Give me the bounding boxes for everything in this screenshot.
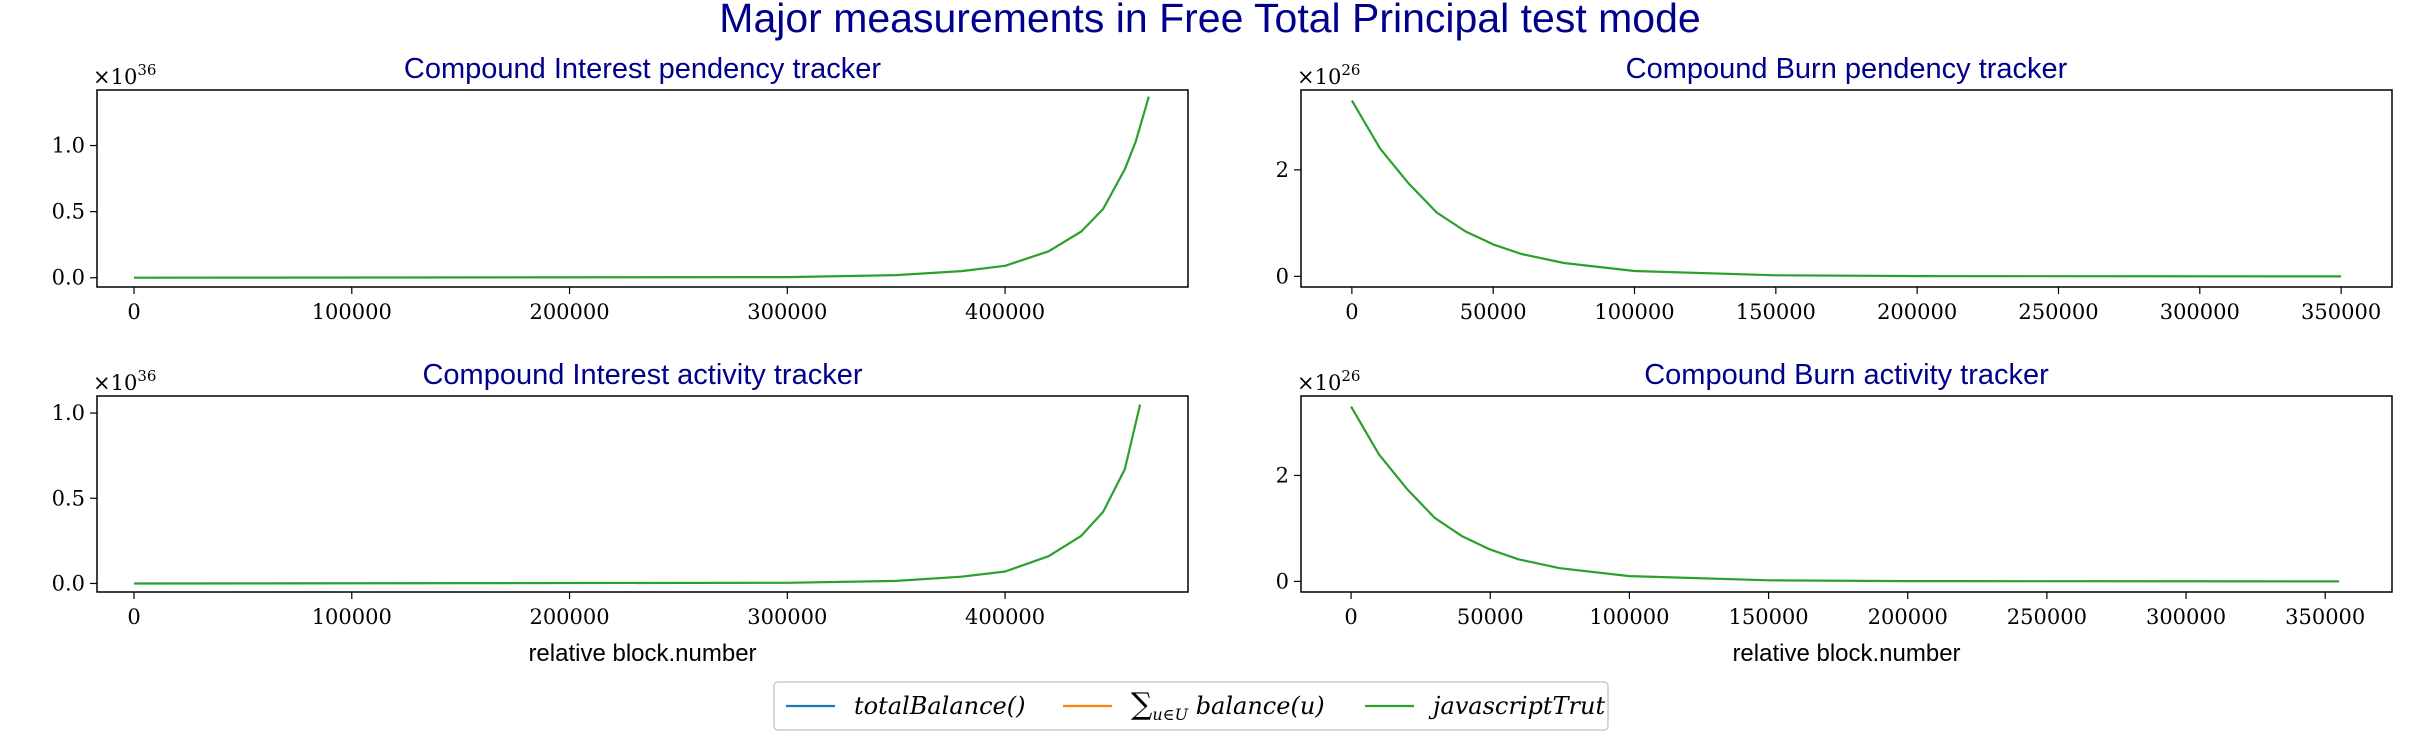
x-tick-label: 150000 bbox=[1736, 300, 1816, 324]
series-line-3 bbox=[133, 96, 1150, 279]
x-tick-label: 300000 bbox=[747, 605, 827, 629]
y-tick-label: 2 bbox=[1276, 463, 1289, 487]
x-tick-label: 350000 bbox=[2301, 300, 2381, 324]
legend-label: totalBalance() bbox=[854, 692, 1025, 720]
legend-entry: javascriptTrut bbox=[1365, 692, 1605, 720]
y-tick-label: 1.0 bbox=[52, 134, 85, 158]
x-axis-label: relative block.number bbox=[1732, 640, 1960, 667]
subplots: Compound Interest pendency tracker 0 10000… bbox=[52, 53, 2393, 667]
x-tick-label: 100000 bbox=[1589, 605, 1669, 629]
axes-frame bbox=[96, 89, 1189, 288]
legend-label: javascriptTrut bbox=[1428, 692, 1605, 720]
x-tick-label: 0 bbox=[127, 300, 140, 324]
y-tick-label: 1.0 bbox=[52, 401, 85, 425]
x-tick-label: 200000 bbox=[529, 605, 609, 629]
x-tick-label: 0 bbox=[1344, 605, 1357, 629]
subplot-4: Compound Burn activity tracker 0 50000 1000… bbox=[1276, 359, 2393, 667]
x-tick-label: 200000 bbox=[529, 300, 609, 324]
legend-entry: totalBalance() bbox=[786, 692, 1025, 720]
axes-frame bbox=[1300, 395, 2393, 593]
axes-frame bbox=[1300, 89, 2393, 288]
x-tick-label: 250000 bbox=[2007, 605, 2087, 629]
x-tick-label: 300000 bbox=[2160, 300, 2240, 324]
legend-frame bbox=[773, 681, 1609, 731]
series-line-3 bbox=[133, 404, 1142, 585]
x-tick-label: 150000 bbox=[1728, 605, 1808, 629]
x-axis-label: relative block.number bbox=[528, 640, 756, 667]
x-tick-label: 400000 bbox=[965, 300, 1045, 324]
offset-multiplier: ×1036 bbox=[93, 61, 156, 89]
legend-entry: ∑u∈U balance(u) bbox=[1063, 687, 1325, 724]
offset-multiplier: ×1036 bbox=[93, 367, 156, 395]
y-tick-label: 0.5 bbox=[52, 200, 85, 224]
y-tick-label: 0 bbox=[1276, 569, 1289, 593]
series-line-3 bbox=[1350, 100, 2342, 278]
x-tick-label: 100000 bbox=[1594, 300, 1674, 324]
figure-suptitle: Major measurements in Free Total Princip… bbox=[719, 0, 1700, 41]
legend: totalBalance() ∑u∈U balance(u) javascriptT… bbox=[773, 681, 1609, 731]
x-tick-label: 200000 bbox=[1877, 300, 1957, 324]
subplot-title: Compound Burn pendency tracker bbox=[1626, 53, 2068, 85]
x-tick-label: 50000 bbox=[1460, 300, 1527, 324]
subplot-3: Compound Interest activity tracker 0 10000… bbox=[52, 359, 1189, 667]
x-tick-label: 0 bbox=[127, 605, 140, 629]
offset-multiplier: ×1026 bbox=[1297, 367, 1360, 395]
subplot-2: Compound Burn pendency tracker 0 50000 1000… bbox=[1276, 53, 2393, 324]
y-tick-label: 0 bbox=[1276, 264, 1289, 288]
subplot-title: Compound Interest pendency tracker bbox=[404, 53, 881, 85]
subplot-title: Compound Burn activity tracker bbox=[1644, 359, 2049, 391]
x-tick-label: 50000 bbox=[1457, 605, 1524, 629]
x-tick-label: 300000 bbox=[747, 300, 827, 324]
x-tick-label: 350000 bbox=[2285, 605, 2365, 629]
legend-label: ∑u∈U balance(u) bbox=[1131, 687, 1325, 724]
subplot-title: Compound Interest activity tracker bbox=[422, 359, 862, 391]
subplot-1: Compound Interest pendency tracker 0 10000… bbox=[52, 53, 1189, 324]
x-tick-label: 300000 bbox=[2146, 605, 2226, 629]
y-tick-label: 0.5 bbox=[52, 486, 85, 510]
x-tick-label: 100000 bbox=[312, 605, 392, 629]
x-tick-label: 0 bbox=[1345, 300, 1358, 324]
x-tick-label: 400000 bbox=[965, 605, 1045, 629]
x-tick-label: 250000 bbox=[2018, 300, 2098, 324]
y-tick-label: 0.0 bbox=[52, 266, 85, 290]
y-tick-label: 0.0 bbox=[52, 571, 85, 595]
series-line-3 bbox=[1350, 406, 2340, 583]
axes-frame bbox=[96, 395, 1189, 593]
y-tick-label: 2 bbox=[1276, 158, 1289, 182]
offset-multiplier: ×1026 bbox=[1297, 61, 1360, 89]
x-tick-label: 100000 bbox=[312, 300, 392, 324]
x-tick-label: 200000 bbox=[1868, 605, 1948, 629]
